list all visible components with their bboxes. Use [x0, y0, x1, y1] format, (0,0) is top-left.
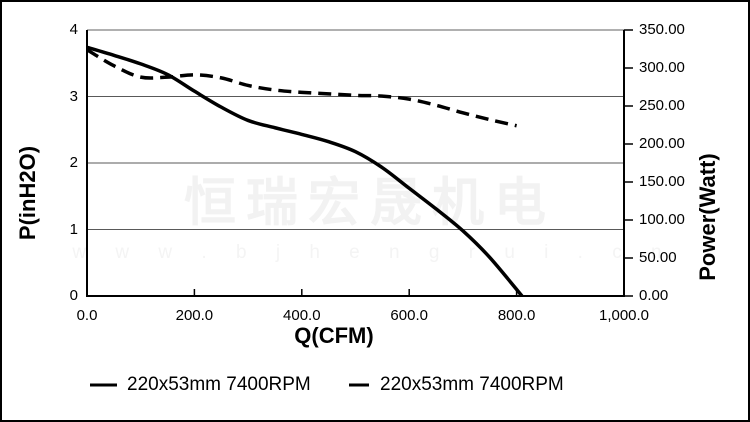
y-right-tick-label: 150.00	[639, 173, 685, 190]
y-right-axis-title: Power(Watt)	[695, 153, 720, 281]
y-right-tick-label: 50.00	[639, 249, 677, 266]
y-left-tick-label: 1	[69, 220, 78, 238]
y-right-tick-label: 100.00	[639, 211, 685, 228]
dashed-line-sample	[349, 383, 369, 387]
x-axis-title: Q(CFM)	[294, 323, 374, 348]
y-left-tick-label: 0	[69, 287, 78, 304]
y-left-axis-title: P(inH2O)	[15, 145, 40, 241]
x-tick-label: 1,000.0	[598, 307, 650, 324]
x-tick-label: 600.0	[390, 307, 428, 324]
x-tick-label: 400.0	[283, 307, 321, 324]
y-left-tick-label: 3	[69, 87, 78, 105]
y-left-tick-label: 2	[69, 154, 78, 171]
watermark-url-text: w w w . b j h e n g r u i . c n	[72, 242, 674, 263]
x-tick-label: 0.0	[76, 307, 98, 324]
legend-item-pressure: 220x53mm 7400RPM	[90, 374, 311, 396]
legend-label: 220x53mm 7400RPM	[127, 374, 311, 395]
solid-line-sample	[90, 383, 117, 387]
y-right-tick-label: 350.00	[639, 21, 685, 38]
y-left-tick-label: 4	[69, 21, 78, 38]
legend-item-power: 220x53mm 7400RPM	[349, 374, 564, 396]
x-tick-label: 200.0	[175, 307, 214, 324]
solid-series-line	[86, 45, 524, 298]
y-right-tick-label: 250.00	[639, 97, 685, 114]
legend-label: 220x53mm 7400RPM	[380, 374, 564, 395]
y-right-tick-label: 0.00	[639, 287, 669, 304]
dashed-series-line	[86, 48, 517, 128]
y-right-tick-label: 200.00	[639, 135, 685, 152]
y-right-tick-label: 300.00	[639, 59, 685, 76]
watermark-text: 恒瑞宏晟机电	[183, 173, 557, 234]
x-tick-label: 800.0	[497, 307, 536, 324]
